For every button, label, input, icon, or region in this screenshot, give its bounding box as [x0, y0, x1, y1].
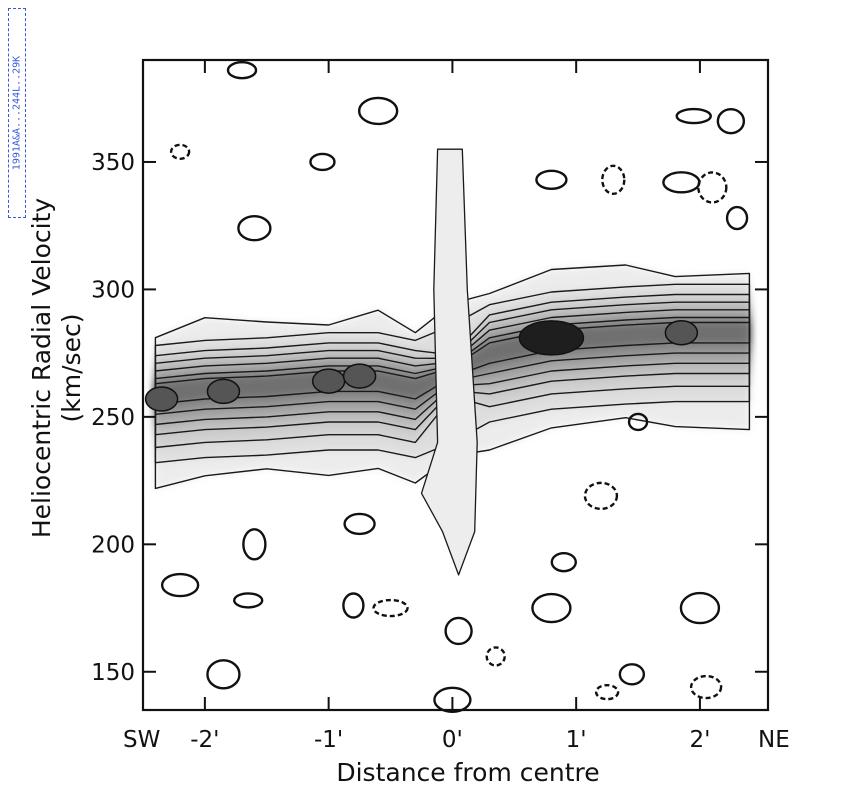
noise-contour — [226, 60, 258, 80]
y-tick-label: 150 — [91, 660, 135, 686]
x-tick-label: 0' — [442, 727, 463, 753]
x-tick-label: 1' — [566, 727, 587, 753]
emission-peak — [311, 368, 346, 394]
noise-contour — [242, 528, 267, 561]
y-tick-label: 350 — [91, 150, 135, 176]
noise-contour — [444, 616, 473, 646]
x-axis-title: Distance from centre — [336, 758, 599, 787]
x-end-label-ne: NE — [758, 727, 790, 753]
emission-contour-level-2 — [154, 293, 751, 449]
contour-layer — [144, 148, 751, 576]
noise-contour — [535, 169, 568, 191]
x-tick-label: 2' — [689, 727, 710, 753]
y-axis-title-line1: Heliocentric Radial Velocity — [27, 198, 56, 539]
emission-peak — [342, 363, 377, 389]
x-tick-label: -1' — [314, 727, 343, 753]
emission-peak — [518, 320, 585, 356]
tick-layer: -2' -1' 0' 1' 2' 150 200 250 300 350 — [91, 60, 768, 753]
noise-contour — [357, 96, 399, 126]
y-axis-title-line2: (km/sec) — [57, 314, 86, 423]
noise-contour-negative — [485, 646, 506, 667]
noise-contour — [618, 663, 646, 686]
bibcode-stamp: 1991A&A...244L..29K — [8, 8, 26, 218]
emission-fill-level-6 — [155, 322, 750, 405]
emission-contour-level-1 — [154, 283, 751, 464]
noise-contour-negative — [583, 481, 619, 511]
x-end-label-sw: SW — [123, 727, 160, 753]
noise-contour-negative — [697, 171, 728, 204]
y-tick-label: 300 — [91, 277, 135, 303]
noise-contour — [531, 592, 572, 624]
noise-contour — [232, 592, 264, 609]
noise-contour-negative — [372, 598, 409, 618]
noise-contour — [237, 215, 272, 242]
noise-contour-negative — [594, 683, 620, 701]
noise-contour-negative — [689, 674, 723, 700]
noise-contour — [675, 107, 712, 125]
y-tick-label: 250 — [91, 405, 135, 431]
emission-peak — [144, 386, 179, 412]
noise-contour — [627, 412, 649, 432]
noise-contour — [725, 205, 749, 231]
central-plume-contour — [420, 148, 478, 576]
noise-contour — [160, 572, 200, 598]
x-tick-label: -2' — [190, 727, 219, 753]
noise-contour — [343, 512, 376, 536]
noise-contour — [550, 551, 577, 573]
noise-contour-negative — [601, 164, 626, 196]
emission-contour-level-3 — [154, 301, 751, 436]
noise-contour — [679, 591, 721, 625]
emission-contour-level-0 — [154, 264, 751, 490]
emission-contour-level-5 — [154, 316, 751, 415]
noise-contour — [716, 107, 746, 135]
noise-contour — [662, 171, 701, 194]
noise-contour — [433, 686, 472, 714]
noise-contour-negative — [169, 143, 191, 160]
noise-contour — [342, 592, 365, 619]
emission-contour-level-4 — [154, 309, 751, 426]
noise-contour — [309, 152, 336, 172]
emission-peak — [664, 319, 699, 346]
noise-island-layer — [160, 60, 749, 714]
noise-contour — [206, 659, 241, 690]
plot-frame — [141, 58, 770, 712]
y-tick-label: 200 — [91, 532, 135, 558]
emission-peak — [206, 378, 241, 405]
